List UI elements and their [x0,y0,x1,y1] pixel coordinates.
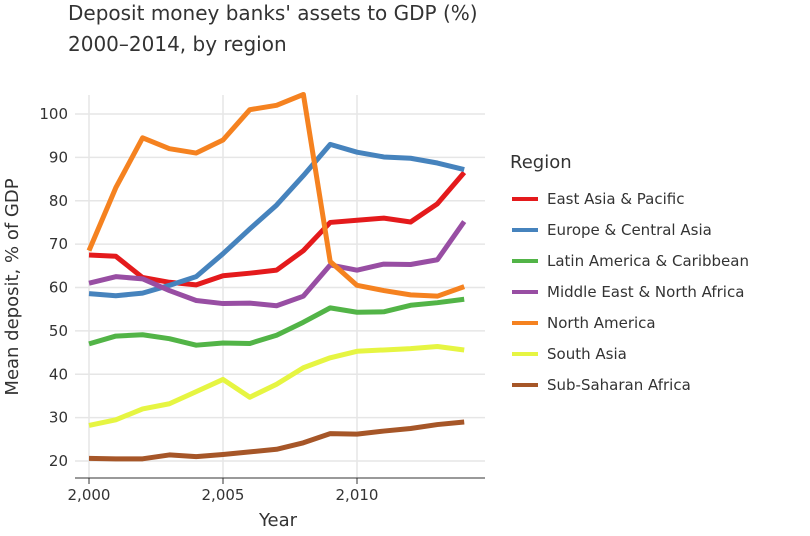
legend-item: Europe & Central Asia [547,221,712,239]
series-line-south-asia [88,343,465,428]
legend-item: North America [547,314,656,332]
x-tick-label: 2,000 [68,486,111,504]
series-line-latin-america-caribbean [88,296,465,348]
legend-item: Sub-Saharan Africa [547,376,691,394]
series-line-middle-east-north-africa [88,220,467,309]
legend: East Asia & Pacific Europe & Central Asia… [512,190,749,394]
legend-title: Region [510,152,572,173]
y-tick-label: 100 [39,105,68,123]
series-line-north-america [86,91,466,299]
series-line-east-asia-pacific [88,170,467,288]
y-tick-label: 30 [49,409,68,427]
y-tick-label: 20 [49,452,68,470]
legend-item: Latin America & Caribbean [547,252,749,270]
series-line-europe-central-asia [88,141,465,299]
x-axis-label: Year [258,510,298,531]
legend-item: East Asia & Pacific [547,190,684,208]
chart-title: Deposit money banks' assets to GDP (%) [68,1,478,25]
y-tick-label: 90 [49,148,68,166]
y-axis-label: Mean deposit, % of GDP [2,178,23,395]
y-tick-label: 50 [49,322,68,340]
x-tick-label: 2,010 [336,486,379,504]
legend-item: South Asia [547,345,627,363]
x-tick-label: 2,005 [202,486,245,504]
y-tick-label: 60 [49,279,68,297]
chart-subtitle: 2000–2014, by region [68,32,287,56]
y-tick-label: 70 [49,235,68,253]
y-tick-label: 40 [49,365,68,383]
y-tick-label: 80 [49,192,68,210]
legend-item: Middle East & North Africa [547,283,744,301]
series-line-sub-saharan-africa [88,419,465,462]
